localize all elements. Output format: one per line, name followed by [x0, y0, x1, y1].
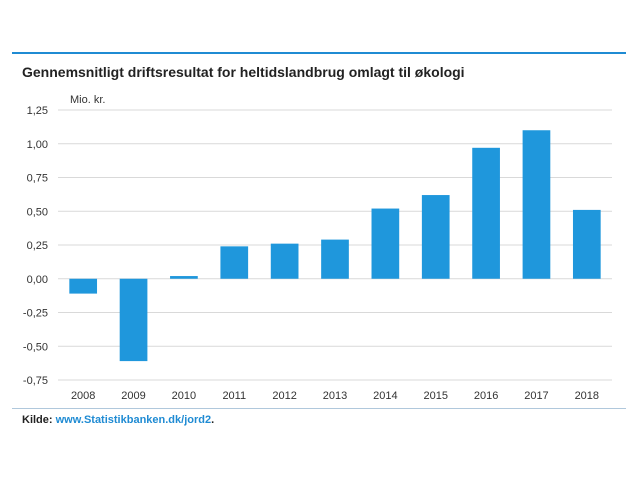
y-tick-label: 0,00	[27, 274, 48, 286]
y-tick-label: 0,50	[27, 206, 48, 218]
x-tick-label: 2013	[323, 390, 347, 402]
y-axis-label: Mio. kr.	[70, 94, 105, 106]
grid-lines	[58, 109, 612, 381]
x-tick-label: 2012	[272, 390, 296, 402]
x-tick-label: 2008	[71, 390, 95, 402]
x-tick-label: 2011	[222, 390, 246, 402]
bar-2010	[170, 276, 198, 279]
source-link[interactable]: www.Statistikbanken.dk/jord2	[55, 414, 212, 426]
bar-2016	[472, 147, 500, 279]
chart-title: Gennemsnitligt driftsresultat for heltid…	[22, 64, 465, 80]
bar-2018	[572, 209, 601, 279]
bar-2014	[371, 208, 400, 279]
source-line: Kilde: www.Statistikbanken.dk/jord2.	[22, 414, 214, 426]
bar-2009	[119, 278, 148, 362]
y-tick-label: -0,50	[23, 341, 48, 353]
x-tick-label: 2009	[121, 390, 145, 402]
bar-2008	[69, 278, 98, 294]
x-tick-label: 2017	[524, 390, 548, 402]
bars	[69, 130, 601, 362]
y-tick-label: 1,25	[27, 105, 48, 117]
source-prefix: Kilde:	[22, 414, 56, 426]
source-suffix: .	[211, 414, 215, 426]
x-tick-label: 2010	[172, 390, 196, 402]
y-tick-label: 1,00	[27, 139, 48, 151]
bar-2011	[220, 246, 249, 279]
bottom-rule	[12, 408, 626, 409]
bar-2013	[321, 239, 349, 279]
y-tick-labels: 1,25 1,00 0,75 0,50 0,25 0,00 -0,25 -0,50 -0,75	[23, 105, 48, 387]
x-tick-label: 2015	[423, 390, 447, 402]
x-tick-label: 2018	[575, 390, 599, 402]
y-tick-label: -0,25	[23, 308, 48, 320]
top-rule	[12, 52, 626, 54]
bar-2017	[522, 130, 551, 279]
y-tick-label: 0,25	[27, 240, 48, 252]
y-tick-label: -0,75	[23, 375, 48, 387]
x-tick-labels: 2008 2009 2010 2011 2012 2013 2014 2015 2016 2017…	[71, 390, 599, 402]
x-tick-label: 2014	[373, 390, 397, 402]
bar-2012	[270, 243, 299, 279]
x-tick-label: 2016	[474, 390, 498, 402]
bar-2015	[421, 195, 450, 279]
y-tick-label: 0,75	[27, 173, 48, 185]
